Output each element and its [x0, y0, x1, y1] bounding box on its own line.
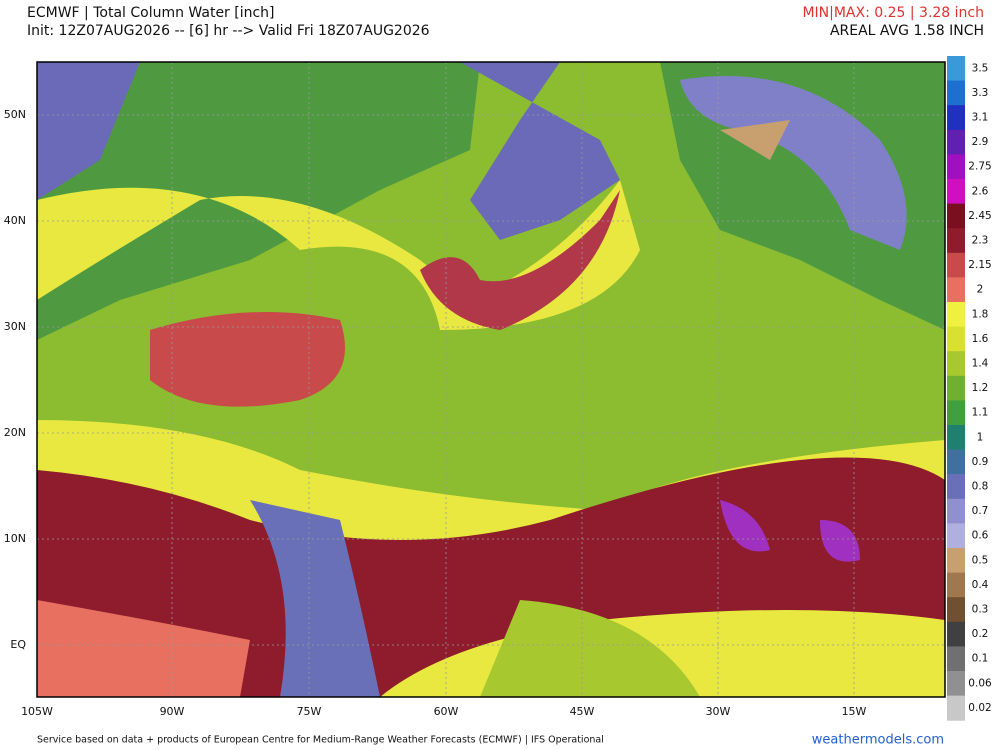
colorbar-swatch	[947, 351, 965, 377]
lon-label: 105W	[21, 705, 53, 718]
colorbar-label: 2.15	[968, 259, 991, 271]
colorbar-label: 2.45	[968, 210, 991, 222]
footer-credit: Service based on data + products of Euro…	[37, 735, 604, 746]
lon-label: 90W	[160, 705, 185, 718]
lon-label: 60W	[434, 705, 459, 718]
min-max: MIN|MAX: 0.25 | 3.28 inch	[802, 5, 984, 21]
map-frame	[36, 61, 946, 698]
colorbar-swatch	[947, 80, 965, 106]
colorbar-swatch	[947, 646, 965, 672]
colorbar-label: 3.5	[972, 62, 989, 74]
title: ECMWF | Total Column Water [inch]	[27, 5, 275, 21]
lon-label: 30W	[706, 705, 731, 718]
colorbar-swatch	[947, 695, 965, 721]
lat-label: EQ	[10, 638, 26, 651]
lon-label: 45W	[570, 705, 595, 718]
colorbar-swatch	[947, 302, 965, 328]
colorbar-swatch	[947, 252, 965, 278]
lat-label: 50N	[4, 108, 26, 121]
colorbar-label: 3.3	[972, 87, 989, 99]
colorbar-swatch	[947, 375, 965, 401]
colorbar-swatch	[947, 498, 965, 524]
site-link[interactable]: weathermodels.com	[812, 733, 944, 748]
colorbar-swatch	[947, 228, 965, 254]
colorbar-label: 0.2	[972, 628, 989, 640]
colorbar-swatch	[947, 129, 965, 155]
colorbar-label: 0.06	[968, 677, 992, 689]
lat-label: 10N	[4, 532, 26, 545]
colorbar-label: 2.3	[972, 235, 989, 247]
colorbar-label: 0.9	[972, 456, 989, 468]
colorbar-label: 0.7	[972, 505, 989, 517]
colorbar-swatch	[947, 425, 965, 451]
colorbar-swatch	[947, 326, 965, 352]
colorbar-label: 1.4	[972, 358, 989, 370]
colorbar-label: 1	[977, 431, 984, 443]
colorbar-label: 1.2	[972, 382, 989, 394]
colorbar-label: 0.02	[968, 702, 991, 714]
colorbar-swatch	[947, 400, 965, 426]
colorbar-label: 0.4	[972, 579, 989, 591]
colorbar-swatch	[947, 671, 965, 697]
colorbar-swatch	[947, 203, 965, 229]
map-field	[37, 62, 945, 697]
colorbar-swatch	[947, 597, 965, 623]
colorbar-swatch	[947, 449, 965, 475]
colorbar-swatch	[947, 277, 965, 303]
colorbar-swatch	[947, 179, 965, 205]
areal-avg: AREAL AVG 1.58 INCH	[830, 23, 984, 39]
colorbar-label: 2.6	[972, 185, 989, 197]
colorbar-label: 0.3	[972, 604, 989, 616]
colorbar-label: 0.8	[972, 481, 989, 493]
lat-label: 30N	[4, 320, 26, 333]
colorbar-swatch	[947, 474, 965, 500]
colorbar-label: 2	[977, 284, 984, 296]
init-line: Init: 12Z07AUG2026 -- [6] hr --> Valid F…	[27, 23, 430, 39]
colorbar-label: 1.8	[972, 308, 989, 320]
lon-label: 75W	[297, 705, 322, 718]
colorbar-label: 0.5	[972, 554, 989, 566]
colorbar-swatch	[947, 56, 965, 82]
colorbar-swatch	[947, 154, 965, 180]
colorbar-label: 0.1	[972, 653, 989, 665]
colorbar-swatch	[947, 572, 965, 598]
lat-label: 20N	[4, 426, 26, 439]
colorbar-swatch	[947, 621, 965, 647]
colorbar-swatch	[947, 523, 965, 549]
colorbar-swatch	[947, 105, 965, 131]
colorbar-label: 0.6	[972, 530, 989, 542]
lat-label: 40N	[4, 214, 26, 227]
colorbar-label: 1.1	[972, 407, 989, 419]
colorbar-label: 1.6	[972, 333, 989, 345]
colorbar-swatch	[947, 548, 965, 574]
colorbar-label: 3.1	[972, 112, 989, 124]
colorbar-label: 2.75	[968, 161, 991, 173]
colorbar-label: 2.9	[972, 136, 989, 148]
lon-label: 15W	[842, 705, 867, 718]
